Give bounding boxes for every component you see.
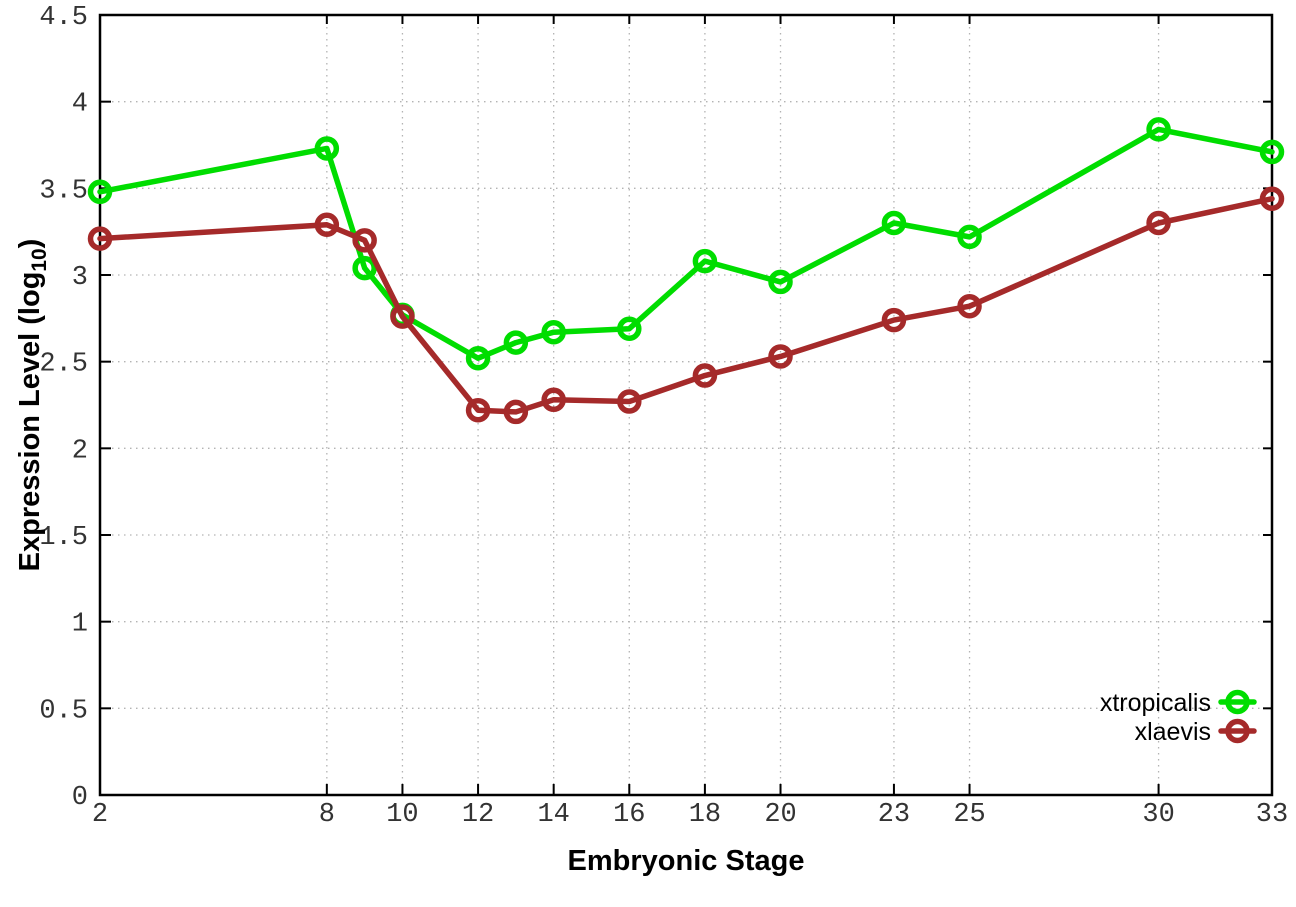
- x-tick-label: 23: [878, 800, 910, 830]
- data-point-xtropicalis: [692, 248, 718, 274]
- x-tick-label: 25: [953, 800, 985, 830]
- y-tick-label: 2: [72, 436, 88, 466]
- x-axis-title: Embryonic Stage: [567, 845, 805, 877]
- y-axis-title-subscript: 10: [27, 248, 51, 272]
- legend-label-xlaevis: xlaevis: [1135, 718, 1211, 746]
- data-point-xlaevis: [881, 307, 907, 333]
- legend-marker-xlaevis: [1225, 718, 1250, 744]
- x-tick-label: 12: [462, 800, 494, 830]
- x-tick-label: 18: [689, 800, 721, 830]
- data-point-xtropicalis: [881, 210, 907, 236]
- data-point-xtropicalis: [541, 319, 566, 345]
- data-point-xlaevis: [617, 389, 642, 414]
- x-tick-label: 2: [92, 800, 108, 830]
- data-point-xlaevis: [692, 363, 718, 388]
- plot-border: [98, 13, 1274, 797]
- x-tick-label: 10: [386, 800, 418, 830]
- y-tick-label: 4: [72, 90, 88, 120]
- y-tick-label: 0.5: [39, 696, 88, 726]
- data-point-xlaevis: [541, 387, 566, 413]
- data-point-xlaevis: [957, 293, 982, 319]
- data-point-xlaevis: [465, 397, 491, 423]
- y-tick-label: 3: [72, 263, 88, 293]
- data-point-xtropicalis: [1259, 139, 1285, 165]
- data-point-xlaevis: [1146, 210, 1171, 236]
- data-point-xtropicalis: [352, 255, 377, 281]
- y-tick-label: 0: [72, 783, 88, 813]
- data-point-xtropicalis: [957, 224, 982, 250]
- x-tick-label: 30: [1142, 800, 1174, 830]
- y-axis-title-suffix: ): [14, 238, 46, 249]
- y-axis-title-text: Expression Level (log: [14, 271, 46, 572]
- data-point-xtropicalis: [314, 136, 340, 161]
- x-tick-label: 16: [613, 800, 645, 830]
- x-tick-label: 14: [537, 800, 569, 830]
- y-tick-label: 4.5: [39, 3, 88, 33]
- y-tick-label: 3.5: [39, 176, 88, 206]
- y-tick-label: 2.5: [39, 350, 88, 380]
- data-point-xtropicalis: [87, 179, 113, 205]
- x-tick-label: 20: [764, 800, 796, 830]
- data-point-xlaevis: [314, 212, 340, 237]
- legend-label-xtropicalis: xtropicalis: [1100, 689, 1211, 717]
- data-point-xlaevis: [352, 228, 377, 253]
- data-point-xlaevis: [390, 304, 415, 329]
- series-line-xlaevis: [97, 195, 1275, 415]
- data-point-xlaevis: [1259, 186, 1285, 211]
- legend-marker-xtropicalis: [1225, 689, 1250, 715]
- y-tick-label: 1.5: [39, 523, 88, 553]
- data-point-xlaevis: [503, 399, 529, 425]
- data-point-xlaevis: [87, 226, 113, 251]
- series-line-xtropicalis: [97, 126, 1275, 361]
- data-point-xtropicalis: [768, 269, 793, 295]
- data-point-xtropicalis: [465, 345, 491, 371]
- x-tick-label: 33: [1256, 800, 1288, 830]
- data-point-xtropicalis: [617, 316, 642, 341]
- y-tick-label: 1: [72, 610, 88, 640]
- y-axis-title: Expression Level (log10): [14, 225, 51, 585]
- data-point-xtropicalis: [503, 330, 529, 355]
- x-tick-label: 8: [319, 800, 335, 830]
- data-point-xtropicalis: [1146, 117, 1171, 142]
- data-point-xlaevis: [768, 344, 793, 369]
